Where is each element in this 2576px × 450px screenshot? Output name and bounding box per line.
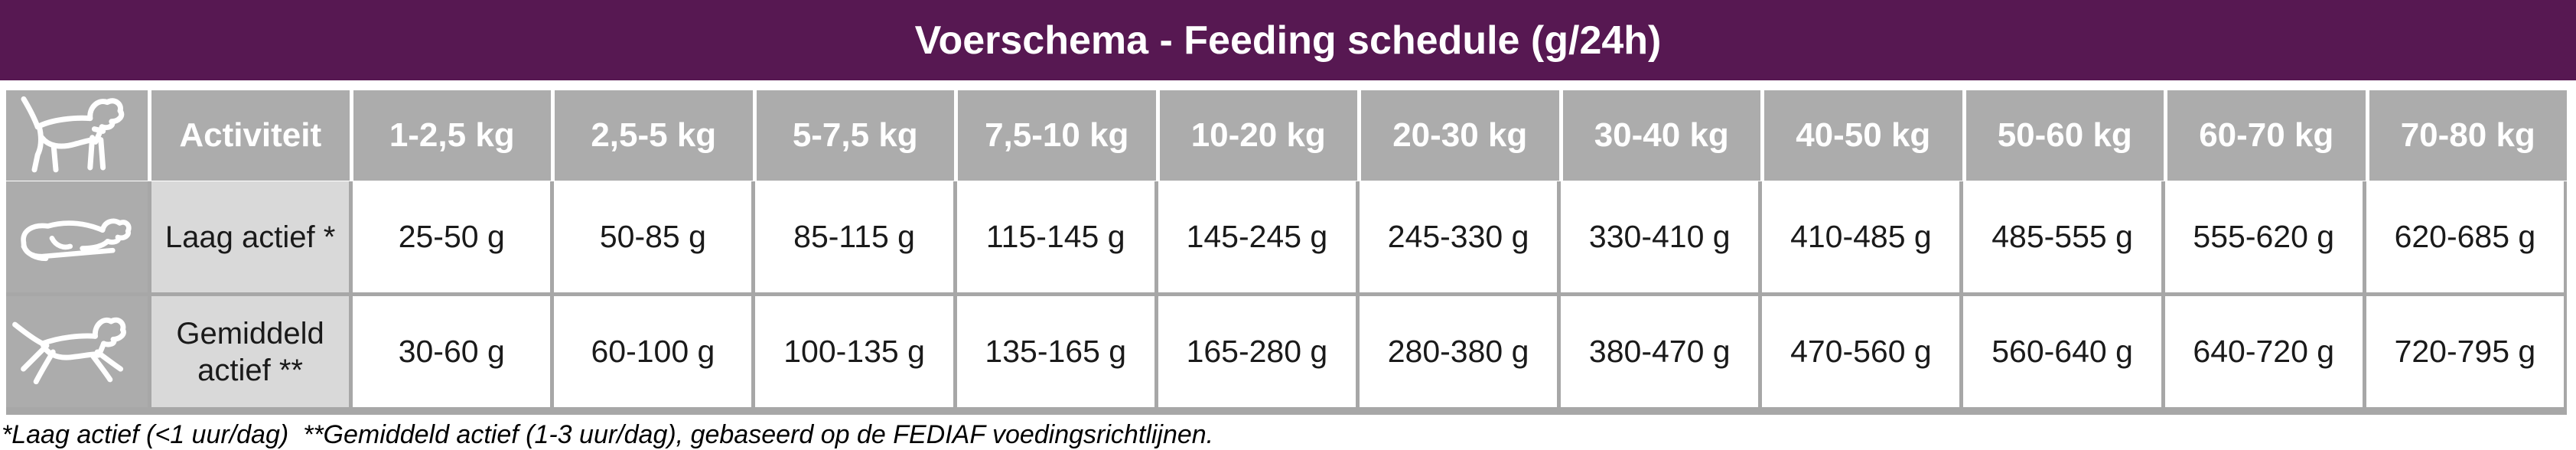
table-cell: 280-380 g <box>1359 296 1558 407</box>
column-header-10-20kg: 10-20 kg <box>1159 90 1357 181</box>
table-cell: 135-165 g <box>956 296 1154 407</box>
column-header-activiteit: Activiteit <box>151 90 350 181</box>
column-header-20-30kg: 20-30 kg <box>1361 90 1559 181</box>
table-cell: 330-410 g <box>1561 181 1759 292</box>
feeding-table: Activiteit 1-2,5 kg 2,5-5 kg 5-7,5 kg 7,… <box>6 90 2567 415</box>
table-body: Laag actief * 25-50 g 50-85 g 85-115 g 1… <box>6 181 2567 415</box>
table-cell: 100-135 g <box>755 296 953 407</box>
table-cell: 30-60 g <box>353 296 551 407</box>
running-dog-icon <box>6 296 148 407</box>
page-title: Voerschema - Feeding schedule (g/24h) <box>914 18 1662 63</box>
table-cell: 640-720 g <box>2164 296 2363 407</box>
table-cell: 245-330 g <box>1359 181 1558 292</box>
table-cell: 560-640 g <box>1963 296 2161 407</box>
row-label-gemiddeld-actief: Gemiddeld actief ** <box>151 296 350 407</box>
table-cell: 165-280 g <box>1158 296 1356 407</box>
column-header-70-80kg: 70-80 kg <box>2369 90 2567 181</box>
column-header-40-50kg: 40-50 kg <box>1764 90 1962 181</box>
table-cell: 25-50 g <box>353 181 551 292</box>
table-cell: 410-485 g <box>1762 181 1960 292</box>
row-label-laag-actief: Laag actief * <box>151 181 350 292</box>
column-header-60-70kg: 60-70 kg <box>2167 90 2366 181</box>
table-cell: 85-115 g <box>755 181 953 292</box>
table-cell: 485-555 g <box>1963 181 2161 292</box>
column-header-30-40kg: 30-40 kg <box>1562 90 1760 181</box>
table-cell: 555-620 g <box>2164 181 2363 292</box>
table-cell: 145-245 g <box>1158 181 1356 292</box>
title-bar: Voerschema - Feeding schedule (g/24h) <box>0 0 2576 80</box>
table-cell: 60-100 g <box>554 296 752 407</box>
standing-dog-icon <box>6 90 148 181</box>
table-cell: 50-85 g <box>554 181 752 292</box>
table-cell: 115-145 g <box>956 181 1154 292</box>
table-cell: 380-470 g <box>1561 296 1759 407</box>
column-header-50-60kg: 50-60 kg <box>1965 90 2164 181</box>
table-cell: 620-685 g <box>2366 181 2564 292</box>
table-cell: 720-795 g <box>2366 296 2564 407</box>
column-header-2-5-5kg: 2,5-5 kg <box>555 90 753 181</box>
column-header-1-2-5kg: 1-2,5 kg <box>353 90 551 181</box>
table-cell: 470-560 g <box>1762 296 1960 407</box>
lying-dog-icon <box>6 181 148 292</box>
table-header-row: Activiteit 1-2,5 kg 2,5-5 kg 5-7,5 kg 7,… <box>6 90 2567 181</box>
column-header-5-7-5kg: 5-7,5 kg <box>756 90 954 181</box>
footnote: *Laag actief (<1 uur/dag) **Gemiddeld ac… <box>2 420 1214 449</box>
column-header-7-5-10kg: 7,5-10 kg <box>958 90 1156 181</box>
